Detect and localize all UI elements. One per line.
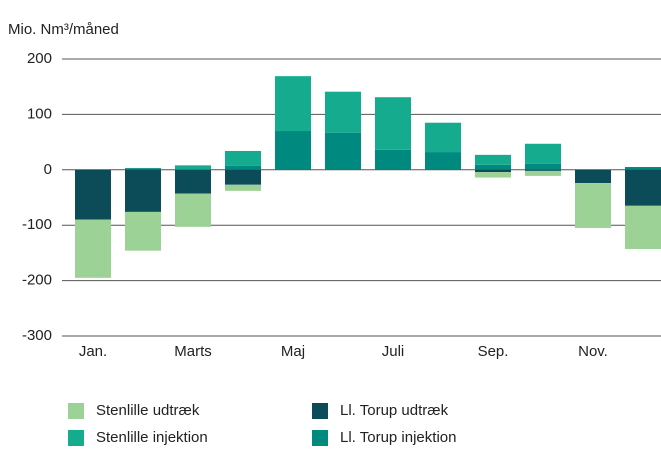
legend-swatch — [312, 403, 328, 419]
y-axis-label: Mio. Nm³/måned — [8, 21, 119, 38]
bar-segment — [175, 169, 211, 194]
bar-segment — [575, 183, 611, 228]
bar-segment — [475, 164, 511, 170]
legend-swatch — [312, 430, 328, 446]
bar-segment — [425, 152, 461, 170]
bar-segment — [625, 169, 661, 206]
legend-label: Stenlille udtræk — [96, 402, 200, 419]
bar-segment — [525, 169, 561, 171]
bar-segment — [175, 193, 211, 227]
y-tick-label: -300 — [22, 327, 52, 344]
legend-label: Ll. Torup udtræk — [340, 402, 449, 419]
x-tick-label: Sep. — [478, 343, 509, 360]
bar-segment — [475, 154, 511, 165]
bar-segment — [575, 169, 611, 184]
y-tick-label: 200 — [27, 50, 52, 67]
y-tick-label: 0 — [44, 161, 52, 178]
bar-segment — [475, 169, 511, 173]
bar-segment — [275, 131, 311, 170]
x-tick-label: Nov. — [578, 343, 608, 360]
bar-segment — [425, 122, 461, 153]
bar-segment — [125, 169, 161, 212]
bar-segment — [225, 165, 261, 170]
bar-segment — [375, 97, 411, 150]
x-tick-label: Jan. — [79, 343, 107, 360]
bar-segment — [175, 165, 211, 170]
bar-segment — [275, 76, 311, 132]
bar-segment — [525, 163, 561, 170]
x-tick-label: Maj — [281, 343, 305, 360]
y-tick-label: 100 — [27, 105, 52, 122]
bar-segment — [225, 169, 261, 185]
bar-segment — [225, 184, 261, 191]
bar-segment — [75, 169, 111, 220]
legend-swatch — [68, 403, 84, 419]
bar-segment — [125, 168, 161, 170]
bar-segment — [525, 170, 561, 176]
bar-segment — [75, 219, 111, 278]
y-tick-label: -100 — [22, 216, 52, 233]
x-tick-label: Marts — [174, 343, 212, 360]
bar-segment — [225, 150, 261, 166]
y-tick-label: -200 — [22, 272, 52, 289]
bar-segment — [625, 205, 661, 250]
bar-segment — [325, 132, 361, 170]
bar-segment — [525, 143, 561, 164]
bar-segment — [625, 167, 661, 170]
bar-segment — [375, 149, 411, 170]
bar-segment — [475, 172, 511, 178]
legend-swatch — [68, 430, 84, 446]
x-tick-label: Juli — [382, 343, 405, 360]
bar-segment — [125, 211, 161, 251]
bar-segment — [325, 91, 361, 133]
legend-label: Stenlille injektion — [96, 429, 208, 446]
legend-label: Ll. Torup injektion — [340, 429, 456, 446]
